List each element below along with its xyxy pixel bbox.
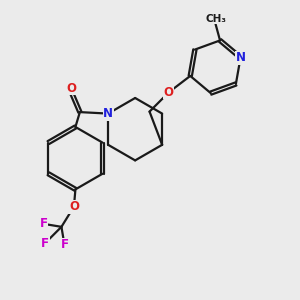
Text: O: O (66, 82, 76, 95)
Text: O: O (164, 86, 174, 99)
Text: F: F (41, 237, 49, 250)
Text: N: N (236, 51, 245, 64)
Text: F: F (40, 218, 48, 230)
Text: CH₃: CH₃ (205, 14, 226, 24)
Text: O: O (69, 200, 79, 213)
Text: N: N (103, 107, 113, 120)
Text: F: F (60, 238, 68, 251)
